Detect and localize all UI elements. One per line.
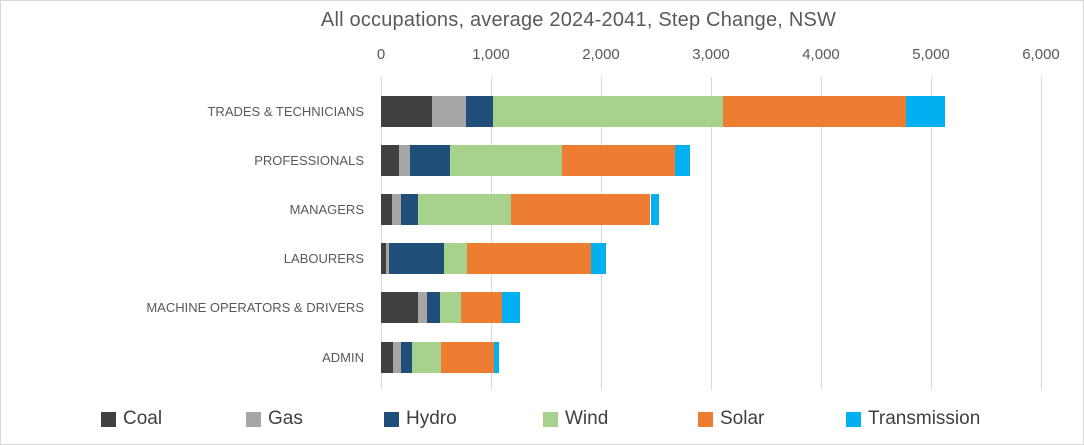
legend-swatch-transmission-icon [846, 411, 861, 427]
gridline [930, 77, 932, 390]
legend-label: Transmission [868, 408, 981, 429]
gridline [820, 77, 822, 390]
x-axis-tick-label: 1,000 [472, 46, 510, 63]
x-axis-tick-label: 0 [376, 46, 386, 63]
bar-segment-gas [392, 341, 401, 373]
category-label: PROFESSIONALS [254, 153, 364, 169]
bar-segment-coal [381, 145, 399, 177]
bar-segment-gas [385, 243, 390, 275]
x-axis-tick-label: 3,000 [692, 46, 730, 63]
bar-segment-transmission [493, 341, 500, 373]
legend-swatch-coal-icon [101, 411, 116, 427]
legend-item-coal: Coal [101, 406, 162, 432]
legend-swatch-solar-icon [698, 411, 713, 427]
x-axis-tick-label: 2,000 [582, 46, 620, 63]
chart-title: All occupations, average 2024-2041, Step… [320, 9, 837, 31]
bar-segment-solar [510, 194, 651, 226]
bar-segment-wind [492, 96, 724, 127]
category-label: MANAGERS [289, 202, 364, 218]
legend-swatch-gas-icon [246, 411, 261, 427]
bar-segment-transmission [906, 96, 945, 127]
gridline [490, 77, 492, 390]
bar-segment-transmission [650, 194, 659, 226]
bar-segment-hydro [389, 243, 445, 275]
legend-item-wind: Wind [543, 406, 608, 432]
category-label: LABOURERS [283, 251, 364, 267]
gridline [380, 77, 382, 390]
bar-segment-hydro [426, 292, 441, 324]
bar-segment-solar [461, 292, 502, 324]
x-axis-tick-label: 6,000 [1022, 46, 1060, 63]
legend-item-gas: Gas [246, 406, 303, 432]
category-label: ADMIN [322, 349, 364, 365]
bar-segment-gas [398, 145, 410, 177]
bar-segment-transmission [502, 292, 521, 324]
bar-segment-transmission [675, 145, 691, 177]
x-axis-tick-label: 4,000 [802, 46, 840, 63]
bar-segment-coal [381, 292, 418, 324]
bar-segment-wind [418, 194, 511, 226]
bar-segment-wind [444, 243, 467, 275]
bar-segment-solar [466, 243, 592, 275]
bar-segment-wind [440, 292, 462, 324]
bar-segment-wind [450, 145, 562, 177]
bar-segment-hydro [400, 194, 419, 226]
legend-swatch-hydro-icon [384, 411, 399, 427]
bar-segment-gas [417, 292, 427, 324]
category-label: TRADES & TECHNICIANS [207, 104, 364, 119]
legend-item-transmission: Transmission [846, 406, 980, 432]
bar-segment-coal [381, 96, 432, 127]
legend-label: Wind [565, 408, 609, 429]
bar-segment-wind [411, 341, 441, 373]
gridline [1040, 77, 1042, 390]
bar-segment-coal [381, 194, 392, 226]
bar-segment-solar [723, 96, 907, 127]
bar-segment-coal [381, 243, 386, 275]
bar-segment-gas [392, 194, 401, 226]
category-label: MACHINE OPERATORS & DRIVERS [146, 300, 364, 316]
legend-label: Coal [123, 408, 163, 429]
bar-segment-hydro [465, 96, 493, 127]
bar-segment-transmission [591, 243, 606, 275]
legend-item-solar: Solar [698, 406, 764, 432]
x-axis-tick-label: 5,000 [912, 46, 950, 63]
legend-label: Gas [268, 408, 303, 429]
legend-item-hydro: Hydro [384, 406, 457, 432]
bar-segment-hydro [409, 145, 451, 177]
bar-segment-solar [561, 145, 676, 177]
bar-segment-hydro [400, 341, 412, 373]
bar-segment-gas [431, 96, 466, 127]
bar-segment-coal [381, 341, 393, 373]
bar-segment-solar [440, 341, 494, 373]
gridline [710, 77, 712, 390]
legend-label: Hydro [406, 408, 457, 429]
gridline [600, 77, 602, 390]
legend-label: Solar [720, 408, 765, 429]
legend-swatch-wind-icon [543, 411, 558, 427]
